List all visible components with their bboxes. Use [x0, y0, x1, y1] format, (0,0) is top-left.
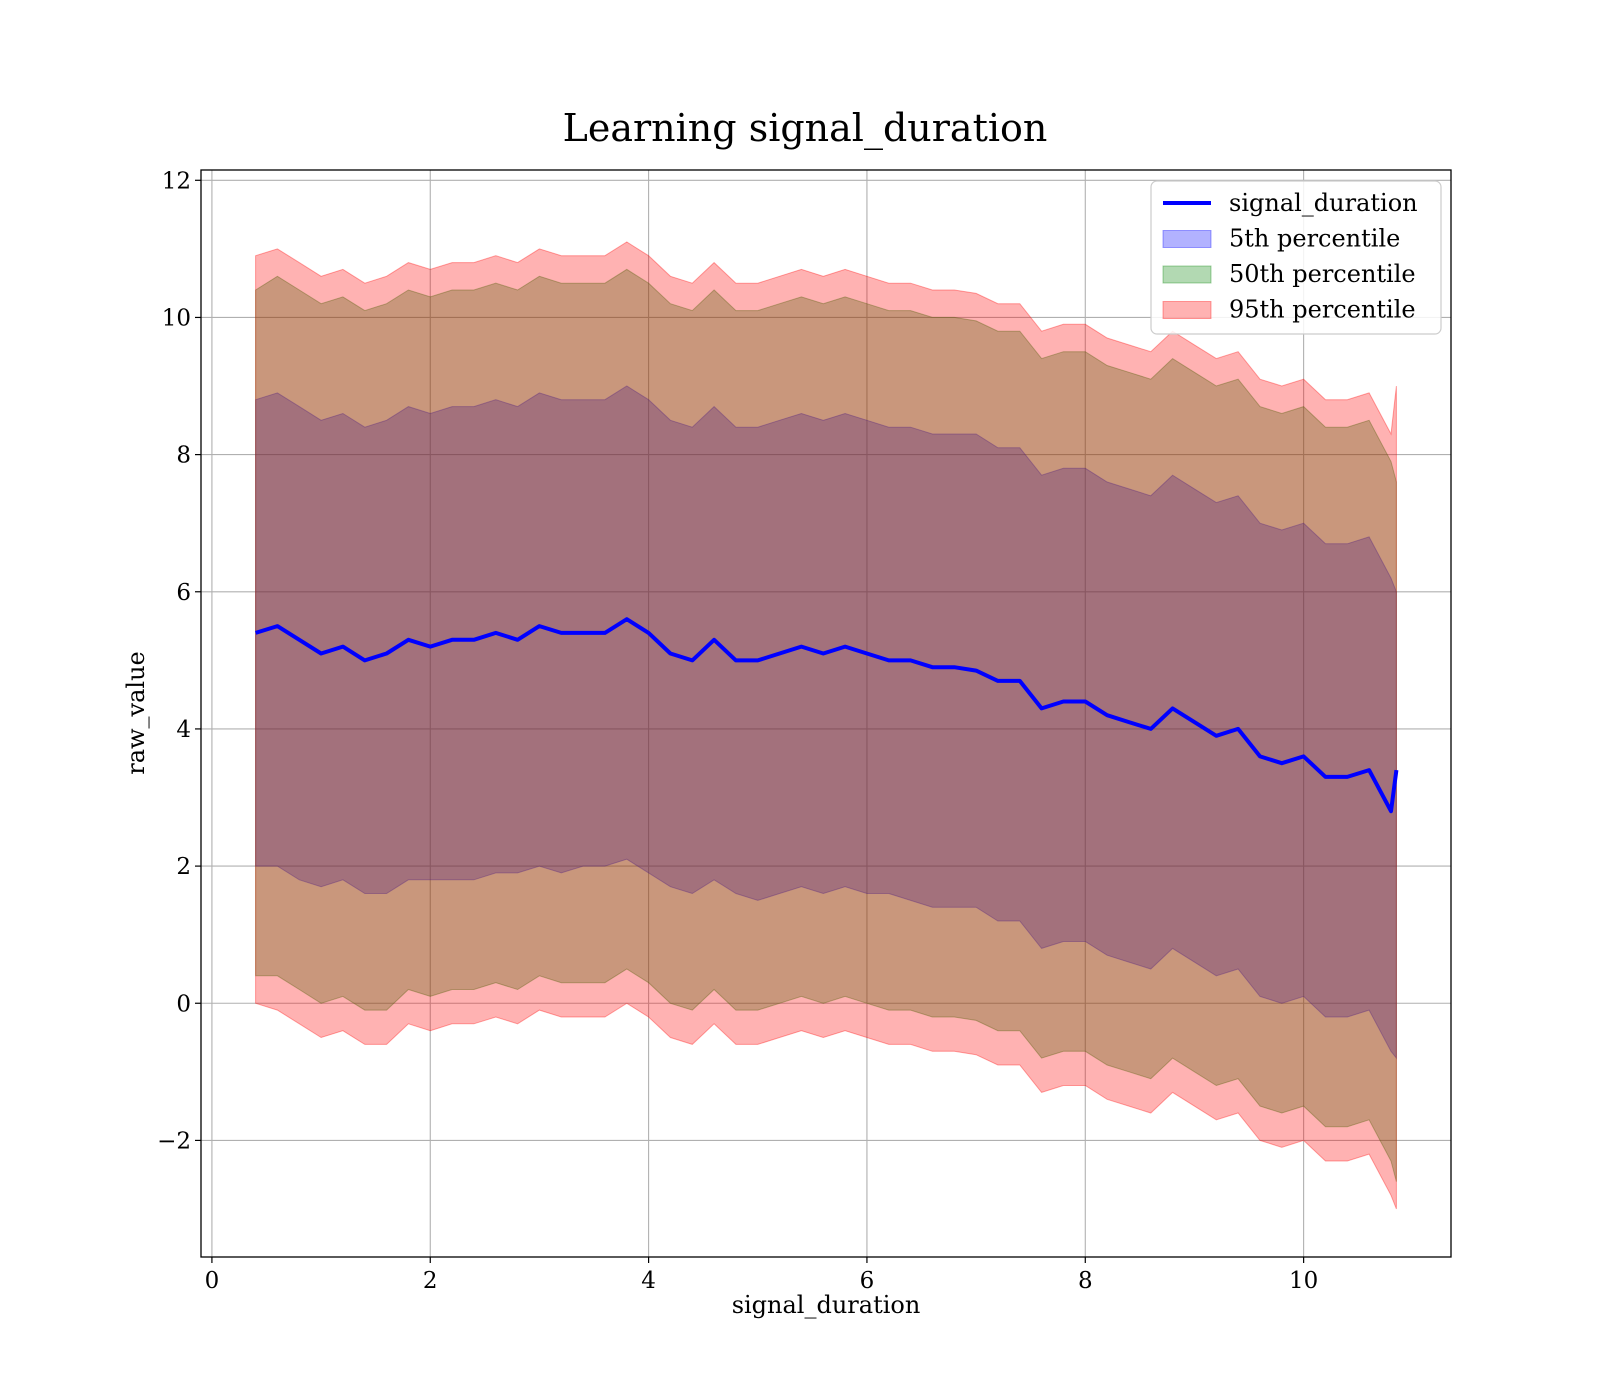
chart-title: Learning signal_duration: [563, 106, 1048, 151]
legend-label: 5th percentile: [1229, 225, 1400, 253]
legend: signal_duration 5th percentile 50th percen…: [1150, 180, 1442, 335]
signal-line-layer: [255, 617, 1399, 814]
axes-frame: [200, 169, 1452, 1258]
plot-area: 0 2 4 6 8 10 −2 0 2 4 6 8 10 12: [157, 168, 1452, 1294]
legend-frame: [1150, 180, 1442, 335]
y-tick-label: 0: [176, 991, 191, 1017]
grid: [201, 170, 1451, 1257]
band-5th-percentile: [255, 385, 1397, 1060]
y-axis-label: raw_value: [122, 651, 150, 775]
x-axis-ticks: 0 2 4 6 8 10: [205, 1257, 1318, 1294]
x-tick-label: 2: [423, 1268, 438, 1294]
x-tick-label: 6: [860, 1268, 875, 1294]
legend-patch-swatch: [1162, 265, 1212, 284]
axes-background: [201, 170, 1451, 1257]
legend-items: signal_duration 5th percentile 50th percen…: [1162, 189, 1418, 324]
legend-patch-swatch: [1162, 301, 1212, 319]
x-tick-label: 0: [205, 1268, 220, 1294]
x-axis-label: signal_duration: [732, 1291, 921, 1319]
percentile-bands: [255, 241, 1397, 1210]
legend-patch-swatch: [1162, 230, 1212, 248]
y-tick-label: −2: [157, 1128, 191, 1154]
x-tick-label: 8: [1078, 1268, 1093, 1294]
legend-label: 95th percentile: [1229, 296, 1416, 324]
x-tick-label: 4: [641, 1268, 656, 1294]
x-tick-label: 10: [1289, 1268, 1318, 1294]
y-tick-label: 4: [176, 717, 191, 743]
legend-label: signal_duration: [1229, 189, 1418, 217]
y-tick-label: 6: [176, 580, 191, 606]
band-95th-percentile: [255, 241, 1397, 1210]
signal-duration-line: [255, 617, 1399, 814]
y-tick-label: 8: [176, 443, 191, 469]
band-50th-percentile: [255, 268, 1397, 1182]
y-tick-label: 2: [176, 854, 191, 880]
legend-label: 50th percentile: [1229, 260, 1416, 288]
y-tick-label: 12: [162, 168, 191, 194]
y-tick-label: 10: [162, 305, 191, 331]
y-axis-ticks: −2 0 2 4 6 8 10 12: [157, 168, 201, 1154]
